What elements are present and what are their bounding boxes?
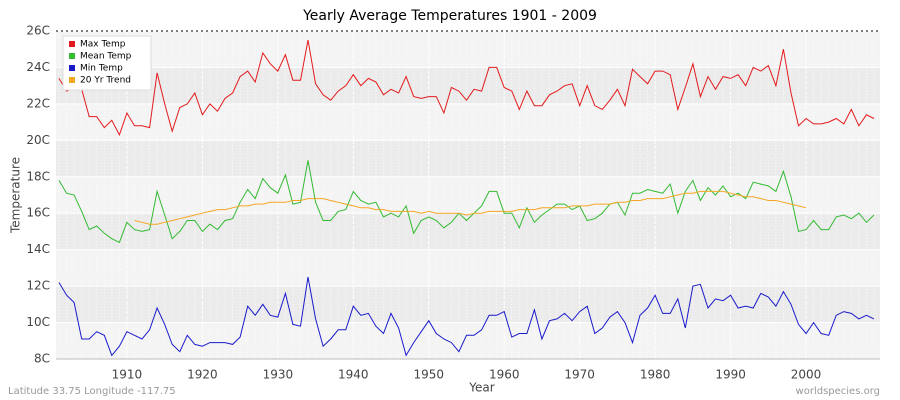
legend-label: Min Temp [80, 64, 123, 74]
y-tick-label: 18C [26, 169, 50, 183]
x-tick-label: 1910 [112, 368, 143, 382]
series-line [58, 276, 875, 357]
x-tick-label: 1920 [187, 368, 218, 382]
footer-left: Latitude 33.75 Longitude -117.75 [8, 386, 176, 397]
x-tick-label: 1950 [413, 368, 444, 382]
x-tick-label: 1940 [338, 368, 369, 382]
footer-right: worldspecies.org [796, 386, 880, 397]
y-tick-label: 16C [26, 206, 50, 220]
y-tick-label: 26C [26, 24, 50, 38]
x-tick-label: 1960 [489, 368, 520, 382]
legend-swatch [69, 41, 75, 47]
y-tick-label: 8C [34, 352, 50, 366]
x-tick-label: 2000 [791, 368, 822, 382]
series-line [58, 160, 875, 244]
y-tick-label: 12C [26, 279, 50, 293]
y-axis-label: Temperature [9, 157, 23, 234]
legend-label: 20 Yr Trend [80, 76, 131, 86]
grid-band [56, 286, 880, 323]
chart-title: Yearly Average Temperatures 1901 - 2009 [302, 8, 597, 24]
series-line [58, 40, 875, 137]
y-tick-label: 14C [26, 242, 50, 256]
y-tick-label: 10C [26, 315, 50, 329]
x-tick-label: 1990 [715, 368, 746, 382]
legend: Max Temp Mean Temp Min Temp 20 Yr Trend [62, 35, 152, 91]
y-tick-label: 24C [26, 60, 50, 74]
x-axis-label: Year [468, 381, 494, 395]
series-line [134, 190, 807, 225]
x-tick-label: 1970 [564, 368, 595, 382]
grid-band [56, 140, 880, 177]
y-tick-label: 22C [26, 96, 50, 110]
x-tick-label: 1930 [263, 368, 294, 382]
legend-swatch [69, 77, 75, 83]
legend-swatch [69, 65, 75, 71]
legend-label: Mean Temp [80, 52, 132, 62]
legend-label: Max Temp [80, 40, 126, 50]
y-tick-label: 20C [26, 133, 50, 147]
legend-box [62, 35, 152, 91]
legend-swatch [69, 53, 75, 59]
x-tick-label: 1980 [640, 368, 671, 382]
